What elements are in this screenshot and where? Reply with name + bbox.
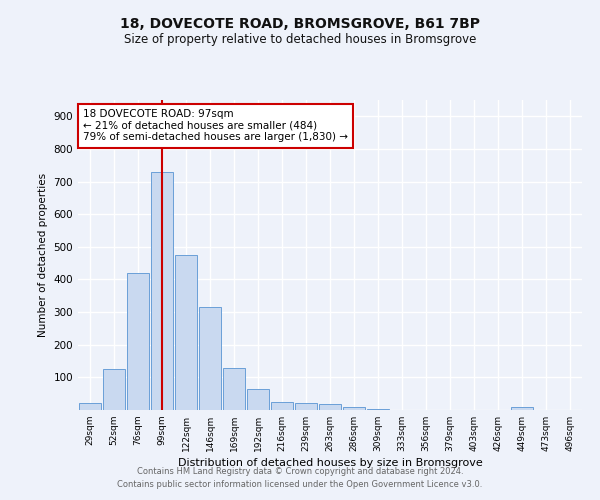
Bar <box>223 368 245 410</box>
Bar <box>343 408 365 410</box>
Bar <box>511 408 533 410</box>
Bar <box>151 172 173 410</box>
Text: 18, DOVECOTE ROAD, BROMSGROVE, B61 7BP: 18, DOVECOTE ROAD, BROMSGROVE, B61 7BP <box>120 18 480 32</box>
Bar <box>271 402 293 410</box>
Bar <box>127 273 149 410</box>
Text: Contains public sector information licensed under the Open Government Licence v3: Contains public sector information licen… <box>118 480 482 489</box>
Text: 18 DOVECOTE ROAD: 97sqm
← 21% of detached houses are smaller (484)
79% of semi-d: 18 DOVECOTE ROAD: 97sqm ← 21% of detache… <box>83 110 348 142</box>
Text: Contains HM Land Registry data © Crown copyright and database right 2024.: Contains HM Land Registry data © Crown c… <box>137 467 463 476</box>
Bar <box>199 307 221 410</box>
Bar <box>247 389 269 410</box>
Bar <box>175 255 197 410</box>
X-axis label: Distribution of detached houses by size in Bromsgrove: Distribution of detached houses by size … <box>178 458 482 468</box>
Bar <box>319 404 341 410</box>
Bar <box>79 403 101 410</box>
Bar <box>295 403 317 410</box>
Text: Size of property relative to detached houses in Bromsgrove: Size of property relative to detached ho… <box>124 32 476 46</box>
Y-axis label: Number of detached properties: Number of detached properties <box>38 173 48 337</box>
Bar <box>103 369 125 410</box>
